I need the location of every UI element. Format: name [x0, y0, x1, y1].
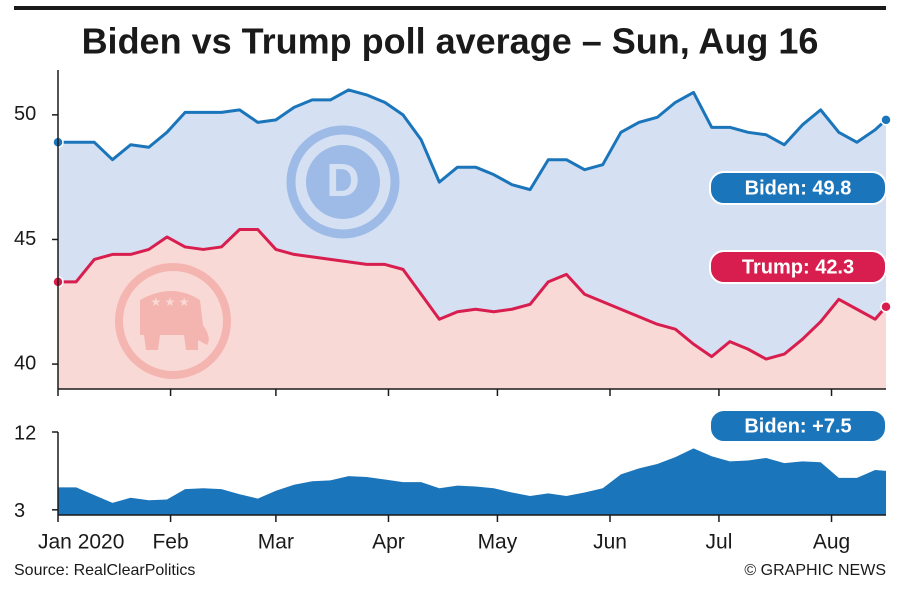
x-tick-label: Jul: [706, 531, 733, 554]
chart-title: Biden vs Trump poll average – Sun, Aug 1…: [82, 21, 819, 62]
x-tick-label: Mar: [258, 531, 294, 554]
svg-text:★ ★ ★: ★ ★ ★: [151, 295, 190, 309]
x-tick-label: May: [478, 531, 518, 554]
series-line: [58, 88, 888, 192]
plots: Biden: 49.8 Trump: 42.3 40 45 50 Biden: +7.5 3…: [14, 70, 892, 554]
x-tick-label: Jun: [593, 531, 627, 554]
y-tick-label: 50: [14, 103, 36, 125]
end-label-box: [709, 409, 887, 443]
x-tick-label: Apr: [372, 531, 405, 554]
democrat-logo: D: [286, 125, 400, 239]
x-tick-label: Aug: [813, 531, 850, 554]
source: Source: RealClearPolitics: [14, 562, 195, 579]
x-tick-label: Jan 2020: [38, 531, 124, 554]
y-tick-label: 12: [14, 422, 36, 444]
x-tick-label: Feb: [152, 531, 188, 554]
y-tick-label: 40: [14, 352, 36, 374]
y-tick-label: 45: [14, 228, 36, 250]
end-label: Biden: 49.8: [745, 177, 852, 199]
series-area: [58, 229, 886, 389]
end-dot: [880, 114, 892, 126]
end-label-box: [709, 250, 887, 284]
end-dot: [880, 301, 892, 313]
lead-area: [58, 448, 886, 515]
end-label-box: [709, 171, 887, 205]
republican-logo: ★ ★ ★: [115, 263, 231, 379]
end-label: Trump: 42.3: [742, 256, 854, 278]
credit: © GRAPHIC NEWS: [744, 562, 886, 579]
top-rule: [14, 6, 886, 10]
svg-text:D: D: [326, 154, 359, 206]
end-label: Biden: +7.5: [744, 415, 851, 437]
y-tick-label: 3: [14, 500, 25, 522]
series-line: [58, 228, 888, 361]
